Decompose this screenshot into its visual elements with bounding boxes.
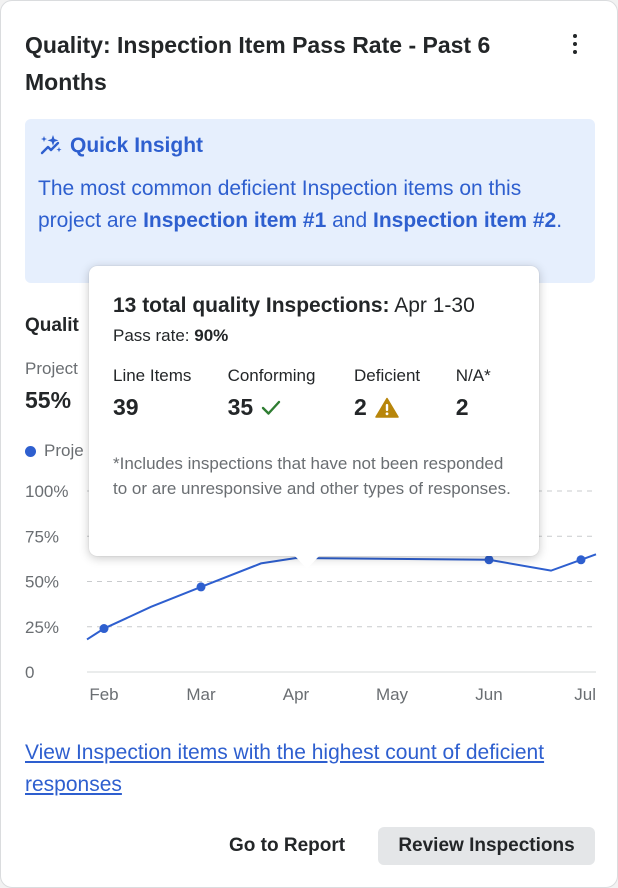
tooltip-footnote: *Includes inspections that have not been… [113,454,511,498]
pass-rate-line-chart: 100% 75% 50% 25% 0 Feb Mar Apr May Jun Jul [25,482,597,704]
data-point-jun [484,555,494,565]
stat-conforming: Conforming 35 [228,366,354,421]
x-tick-label: Mar [186,685,216,704]
check-icon [261,400,281,415]
stat-label: N/A* [455,366,491,385]
data-point-feb [99,624,109,634]
series-line [86,553,597,641]
chart-legend: Proje [25,441,84,461]
insight-item-1: Inspection item #1 [143,209,327,232]
tooltip-date-range: Apr 1-30 [389,294,475,317]
tooltip-pass-rate: Pass rate: 90% [113,326,515,346]
stat-value: 2 [354,394,367,420]
y-tick-label: 0 [25,663,34,682]
metric-value: 55% [25,387,72,413]
legend-dot-icon [25,445,36,457]
stat-value: 2 [455,394,469,420]
y-tick-label: 25% [25,618,59,637]
stat-deficient: Deficient 2 [354,366,456,421]
tooltip-stats: Line Items 39 Conforming 35 Deficient 2 … [113,366,515,421]
view-deficient-items-link[interactable]: View Inspection items with the highest c… [25,741,545,796]
stat-value: 35 [227,394,254,420]
metric-label: Project [25,359,78,378]
insight-text-after: . [556,209,563,232]
sparkle-icon [40,135,62,155]
stat-label: Deficient [354,366,421,385]
kebab-icon[interactable] [563,31,587,57]
y-tick-label: 100% [25,482,68,501]
y-tick-label: 50% [25,573,59,592]
x-tick-label: Jun [475,685,502,704]
insight-heading: Quick Insight [70,134,204,157]
insight-text-mid: and [326,209,373,232]
widget-title: Quality: Inspection Item Pass Rate - Pas… [25,32,491,95]
tooltip-heading-bold: 13 total quality Inspections: [113,294,390,317]
tooltip-heading: 13 total quality Inspections: Apr 1-30 [113,294,515,318]
stat-label: Conforming [227,366,316,385]
x-tick-label: Jul [574,685,596,704]
x-tick-label: Feb [89,685,118,704]
legend-label: Proje [44,441,84,460]
insight-text: The most common deficient Inspection ite… [38,173,582,237]
stat-na: N/A* 2 [456,366,515,421]
stat-value: 39 [113,394,139,420]
stat-value-row: 35 [228,394,354,421]
x-tick-label: May [376,685,409,704]
pass-rate-label: Pass rate: [113,326,195,345]
insight-text-before: The most common deficient Inspection ite… [38,177,522,232]
x-tick-label: Apr [283,685,310,704]
review-inspections-button[interactable]: Review Inspections [378,827,595,865]
stat-label: Line Items [113,366,192,385]
insight-header: Quick Insight [38,133,582,159]
stat-line-items: Line Items 39 [113,366,228,421]
quick-insight-panel: Quick Insight The most common deficient … [25,119,595,283]
go-to-report-button[interactable]: Go to Report [229,835,346,856]
y-tick-label: 75% [25,527,59,546]
insight-item-2: Inspection item #2 [373,209,557,232]
data-tooltip: 13 total quality Inspections: Apr 1-30 P… [89,266,539,569]
pass-rate-value: 90% [194,326,229,345]
stat-value-row: 2 [354,394,456,421]
warning-icon [375,397,399,418]
data-point-mar [196,582,206,592]
data-point-jul [576,555,586,565]
chart-section-title: Qualit [25,315,79,336]
